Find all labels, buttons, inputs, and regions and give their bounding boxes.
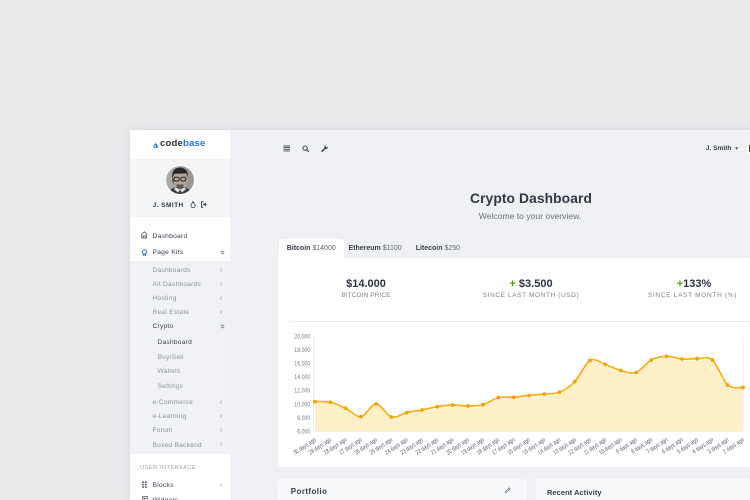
svg-text:18,000: 18,000 — [294, 347, 310, 354]
svg-text:10,000: 10,000 — [294, 401, 310, 408]
svg-text:20,000: 20,000 — [294, 334, 310, 341]
svg-text:8,000: 8,000 — [297, 415, 310, 422]
svg-text:6,000: 6,000 — [297, 428, 310, 435]
svg-text:16,000: 16,000 — [294, 361, 310, 368]
svg-text:14,000: 14,000 — [294, 374, 310, 381]
svg-text:12,000: 12,000 — [294, 388, 310, 395]
